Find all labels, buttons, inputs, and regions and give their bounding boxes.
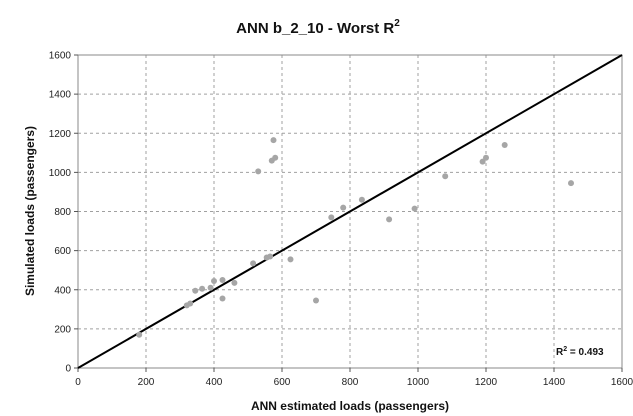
y-tick-label: 800 bbox=[54, 207, 71, 218]
data-point bbox=[568, 180, 574, 187]
r-squared-value: = 0.493 bbox=[567, 347, 604, 358]
y-tick-label: 1000 bbox=[49, 168, 72, 179]
data-point bbox=[328, 214, 335, 221]
data-point bbox=[136, 331, 143, 338]
data-point bbox=[199, 285, 206, 292]
data-point bbox=[211, 277, 217, 284]
data-point bbox=[267, 253, 274, 260]
y-tick-label: 1600 bbox=[49, 51, 72, 62]
chart-title: ANN b_2_10 - Worst R2 bbox=[236, 18, 400, 37]
data-point bbox=[479, 158, 486, 165]
x-tick-label: 600 bbox=[274, 377, 291, 388]
data-point bbox=[207, 284, 214, 291]
x-axis-title: ANN estimated loads (passengers) bbox=[251, 399, 449, 413]
chart-title-main: ANN b_2_10 - Worst R bbox=[236, 20, 394, 37]
data-point bbox=[483, 154, 489, 161]
data-point bbox=[255, 168, 262, 175]
data-point bbox=[340, 204, 347, 211]
x-tick-label: 1200 bbox=[475, 377, 498, 388]
y-tick-label: 0 bbox=[65, 364, 71, 375]
x-tick-label: 1600 bbox=[611, 377, 633, 388]
r-squared-annotation: R2 = 0.493 bbox=[556, 346, 604, 358]
data-point bbox=[231, 279, 238, 286]
y-tick-label: 200 bbox=[54, 324, 71, 335]
data-point bbox=[250, 260, 257, 267]
reference-line bbox=[77, 54, 623, 369]
data-point bbox=[411, 205, 418, 212]
data-points bbox=[136, 137, 574, 338]
y-tick-label: 400 bbox=[54, 285, 71, 296]
axes bbox=[74, 54, 623, 372]
r-squared-label: R bbox=[556, 347, 564, 358]
y-axis-title: Simulated loads (passengers) bbox=[23, 126, 37, 296]
data-point bbox=[287, 256, 294, 263]
x-tick-label: 1400 bbox=[543, 377, 566, 388]
data-point bbox=[272, 154, 279, 161]
data-point bbox=[219, 276, 226, 283]
x-tick-label: 0 bbox=[75, 377, 81, 388]
y-tick-label: 1200 bbox=[49, 129, 72, 140]
data-point bbox=[270, 137, 277, 144]
r-squared-superscript: 2 bbox=[563, 346, 567, 353]
chart-title-superscript: 2 bbox=[394, 18, 400, 29]
x-tick-label: 800 bbox=[342, 377, 359, 388]
data-point bbox=[501, 141, 508, 148]
y-tick-label: 1400 bbox=[49, 90, 72, 101]
data-point bbox=[313, 297, 319, 304]
x-tick-label: 200 bbox=[138, 377, 155, 388]
data-point bbox=[219, 295, 226, 302]
tick-labels: 0 200 400 600 800 1000 1200 1400 1600 0 200 400 600 8… bbox=[49, 51, 633, 389]
data-point bbox=[358, 196, 365, 203]
data-point bbox=[187, 300, 194, 307]
data-point bbox=[192, 287, 199, 294]
data-point bbox=[386, 216, 393, 223]
data-point bbox=[442, 173, 449, 180]
y-tick-label: 600 bbox=[54, 246, 71, 257]
x-tick-label: 1000 bbox=[407, 377, 430, 388]
x-tick-label: 400 bbox=[206, 377, 223, 388]
